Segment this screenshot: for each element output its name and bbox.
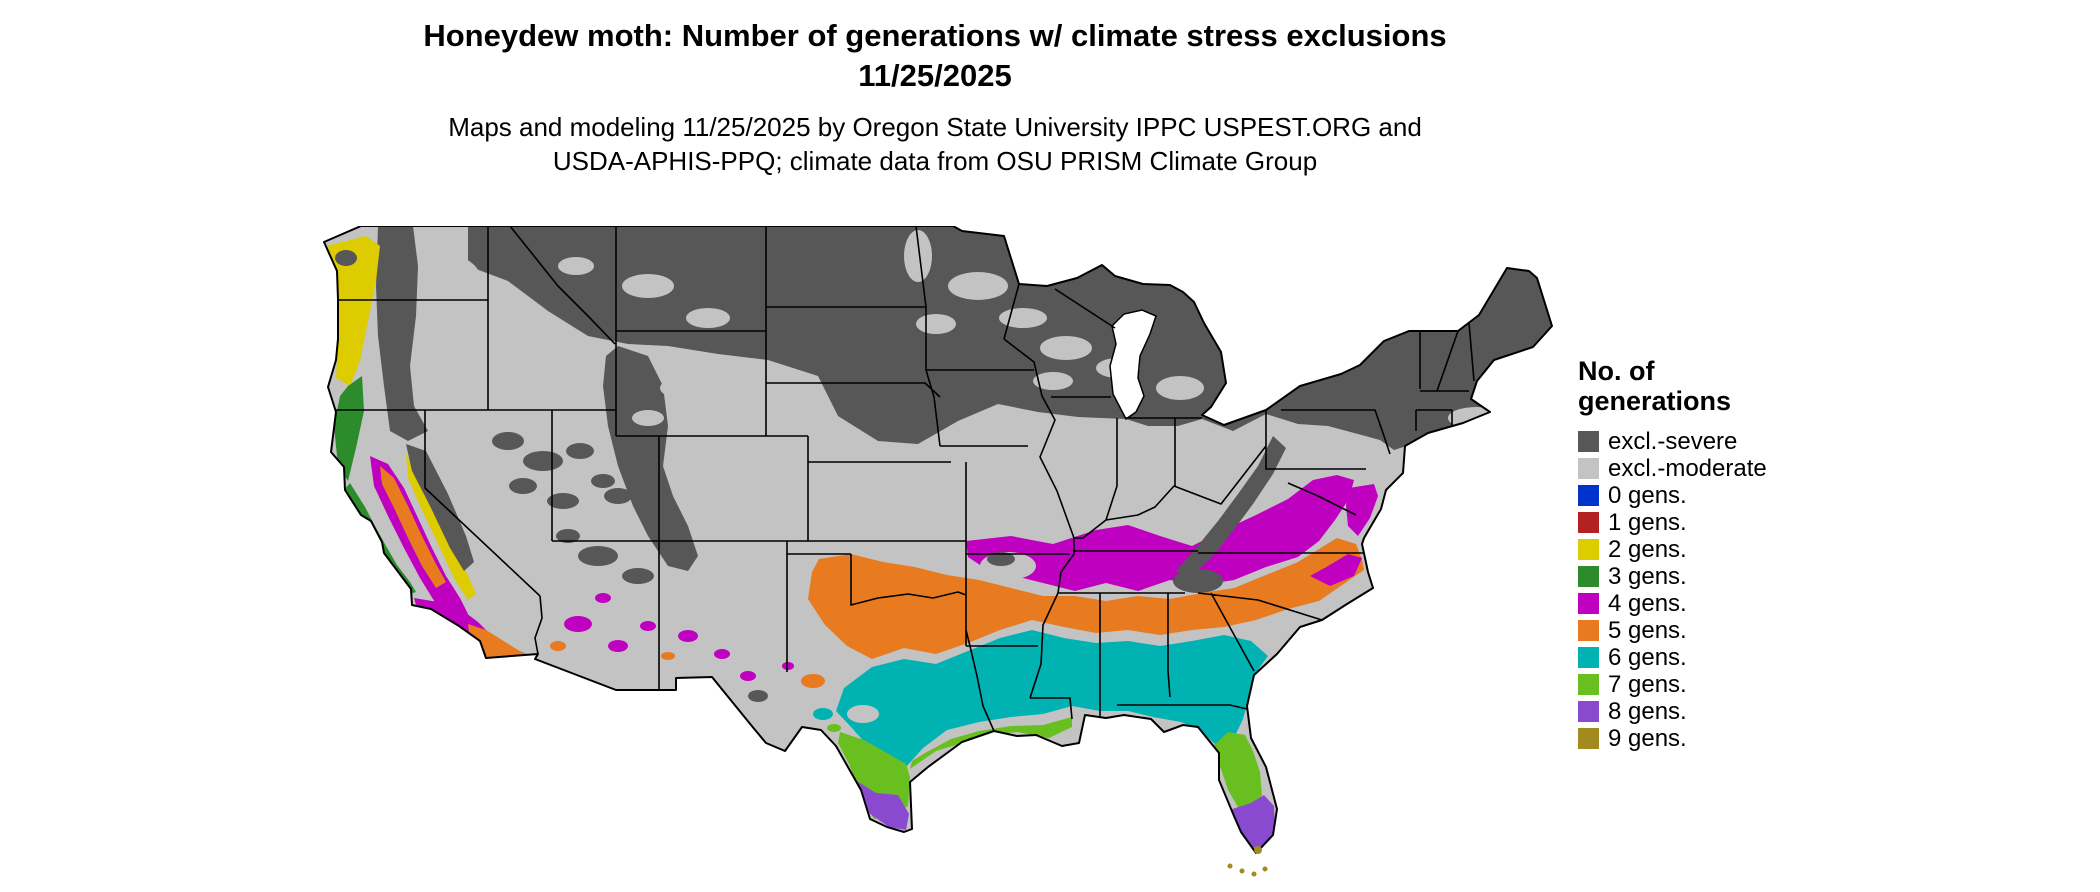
legend-label: 0 gens.	[1608, 482, 1687, 509]
legend-swatch	[1578, 647, 1599, 668]
legend-label: 3 gens.	[1608, 563, 1687, 590]
subtitle-line-2: USDA-APHIS-PPQ; climate data from OSU PR…	[552, 146, 1318, 176]
page-title: Honeydew moth: Number of generations w/ …	[423, 18, 1447, 53]
legend-item: excl.-severe	[1578, 428, 1838, 455]
legend-label: 9 gens.	[1608, 725, 1687, 752]
legend-title-line-1: No. of	[1578, 356, 1655, 386]
legend-label: 2 gens.	[1608, 536, 1687, 563]
legend-swatch	[1578, 539, 1599, 560]
subtitle-line-1: Maps and modeling 11/25/2025 by Oregon S…	[448, 112, 1422, 142]
lake-michigan	[1109, 309, 1157, 421]
us-map-container	[318, 225, 1558, 886]
legend-item: 2 gens.	[1578, 536, 1838, 563]
region-9-gens-keys	[1227, 846, 1268, 877]
legend-swatch	[1578, 458, 1599, 479]
legend-item: 8 gens.	[1578, 698, 1838, 725]
legend-item: 4 gens.	[1578, 590, 1838, 617]
state-borders	[335, 226, 1475, 732]
page-title-date: 11/25/2025	[858, 58, 1012, 93]
legend-swatch	[1578, 512, 1599, 533]
us-map	[323, 225, 1553, 877]
legend-label: 4 gens.	[1608, 590, 1687, 617]
figure-subtitle: Maps and modeling 11/25/2025 by Oregon S…	[0, 110, 1870, 178]
region-8-gens-band	[855, 780, 1275, 848]
legend-item: 7 gens.	[1578, 671, 1838, 698]
legend-item: 3 gens.	[1578, 563, 1838, 590]
legend: No. of generations excl.-severe excl.-mo…	[1578, 356, 1838, 752]
figure-header: Honeydew moth: Number of generations w/ …	[0, 16, 1870, 178]
legend-label: 6 gens.	[1608, 644, 1687, 671]
legend-label: excl.-moderate	[1608, 455, 1767, 482]
legend-label: 5 gens.	[1608, 617, 1687, 644]
legend-item: 1 gens.	[1578, 509, 1838, 536]
legend-label: 1 gens.	[1608, 509, 1687, 536]
legend-swatch	[1578, 701, 1599, 722]
region-4-gens-east-patches	[1310, 484, 1378, 586]
region-excl-severe-overlays	[335, 250, 1286, 593]
legend-swatch	[1578, 728, 1599, 749]
legend-swatch	[1578, 566, 1599, 587]
map-raster-layers	[324, 226, 1552, 853]
us-outline	[323, 225, 1553, 854]
region-4-gens-band	[966, 475, 1354, 591]
region-excl-moderate-patches	[420, 230, 1504, 465]
legend-swatch	[1578, 485, 1599, 506]
legend-title-line-2: generations	[1578, 386, 1732, 416]
legend-swatch	[1578, 620, 1599, 641]
legend-swatch	[1578, 674, 1599, 695]
legend-item: 6 gens.	[1578, 644, 1838, 671]
legend-item: 9 gens.	[1578, 725, 1838, 752]
legend-item: excl.-moderate	[1578, 455, 1838, 482]
legend-label: 7 gens.	[1608, 671, 1687, 698]
legend-list: excl.-severe excl.-moderate 0 gens. 1 ge…	[1578, 428, 1838, 752]
legend-swatch	[1578, 431, 1599, 452]
legend-item: 5 gens.	[1578, 617, 1838, 644]
legend-label: 8 gens.	[1608, 698, 1687, 725]
region-5-gens-band	[808, 538, 1364, 659]
legend-item: 0 gens.	[1578, 482, 1838, 509]
legend-swatch	[1578, 593, 1599, 614]
legend-label: excl.-severe	[1608, 428, 1738, 455]
